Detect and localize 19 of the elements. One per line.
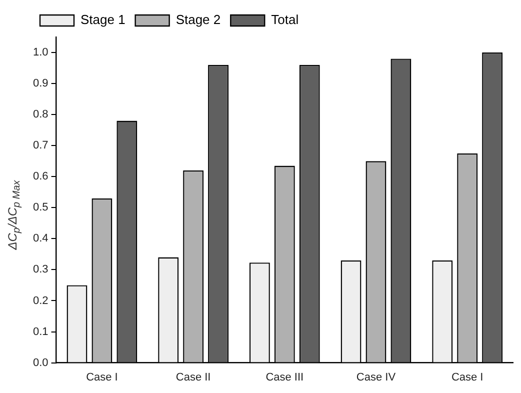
x-tick-label: Case III — [266, 371, 304, 384]
y-tick-label: 0.7 — [32, 140, 48, 152]
y-tick-label: 0.0 — [32, 356, 48, 369]
legend-label: Stage 1 — [80, 12, 126, 28]
x-tick-label: Case I — [86, 371, 118, 384]
x-tick-label: Case IV — [356, 371, 396, 384]
y-tick-label: 0.5 — [32, 202, 48, 214]
y-tick-label: 0.4 — [32, 232, 48, 245]
legend-label: Total — [271, 12, 299, 28]
y-tick-label: 0.3 — [32, 264, 48, 276]
y-tick-label: 0.2 — [32, 294, 48, 307]
y-tick-label: 0.6 — [32, 170, 48, 183]
x-tick-label: Case I — [451, 371, 484, 384]
x-tick-label: Case II — [176, 371, 211, 384]
y-tick-label: 1.0 — [32, 46, 48, 59]
y-tick-label: 0.1 — [32, 326, 48, 338]
legend-label: Stage 2 — [176, 12, 221, 28]
y-tick-label: 0.8 — [32, 108, 48, 121]
y-tick-label: 0.9 — [32, 78, 48, 90]
